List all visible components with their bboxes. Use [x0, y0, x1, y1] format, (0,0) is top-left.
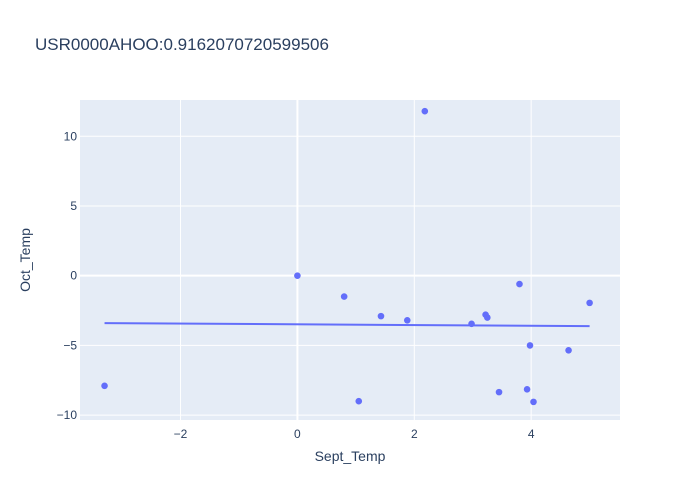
data-point [526, 342, 534, 349]
data-point [340, 293, 348, 300]
data-point [586, 299, 593, 307]
data-point [294, 272, 301, 279]
y-tick-label: −5 [63, 338, 77, 352]
data-point [484, 314, 491, 321]
tick-labels: −2 0 2 4 −10 −5 0 5 10 [57, 129, 535, 441]
gridlines [80, 100, 620, 420]
data-point [495, 388, 503, 396]
x-tick-label: 0 [294, 427, 301, 441]
x-axis-title: Sept_Temp [315, 448, 386, 464]
data-point [403, 317, 411, 324]
data-point [468, 320, 475, 328]
data-point [377, 312, 385, 320]
y-tick-label: 0 [70, 269, 77, 283]
data-point [530, 398, 537, 406]
x-tick-label: 4 [528, 427, 535, 441]
x-tick-label: −2 [174, 427, 188, 441]
data-point [565, 346, 572, 354]
data-point [421, 107, 429, 115]
data-point [516, 280, 523, 288]
y-tick-label: 10 [64, 129, 78, 143]
data-series [101, 107, 593, 406]
y-tick-label: −10 [57, 408, 78, 422]
trend-line [104, 322, 590, 328]
chart-title: USR0000AHOO:0.9162070720599506 [35, 35, 329, 54]
data-point [523, 386, 531, 393]
y-tick-label: 5 [70, 199, 77, 213]
data-point [355, 397, 363, 405]
x-tick-label: 2 [411, 427, 418, 441]
plot-area [80, 100, 620, 420]
y-axis-title: Oct_Temp [17, 228, 33, 292]
data-point [101, 382, 108, 390]
